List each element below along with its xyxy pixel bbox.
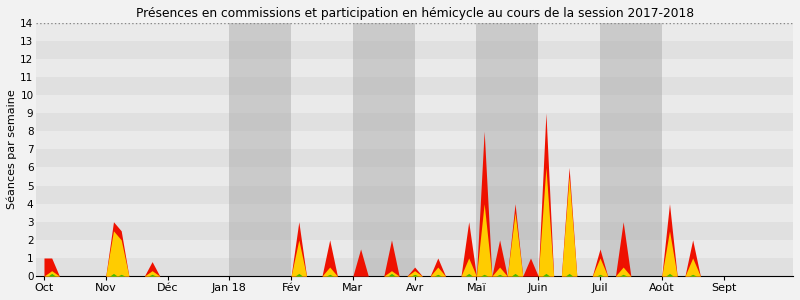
Title: Présences en commissions et participation en hémicycle au cours de la session 20: Présences en commissions et participatio… [135, 7, 694, 20]
Bar [600, 22, 662, 276]
Bar [477, 22, 538, 276]
Bar [36, 258, 793, 276]
Bar [36, 149, 793, 167]
Bar [36, 131, 793, 149]
Bar [36, 240, 793, 258]
Bar [36, 22, 793, 40]
Bar [36, 113, 793, 131]
Bar [36, 185, 793, 204]
Bar [36, 59, 793, 77]
Bar [36, 167, 793, 185]
Bar [36, 40, 793, 59]
Bar [36, 95, 793, 113]
Bar [36, 204, 793, 222]
Bar [230, 22, 291, 276]
Bar [353, 22, 414, 276]
Bar [36, 77, 793, 95]
Bar [36, 222, 793, 240]
Y-axis label: Séances par semaine: Séances par semaine [7, 89, 18, 209]
